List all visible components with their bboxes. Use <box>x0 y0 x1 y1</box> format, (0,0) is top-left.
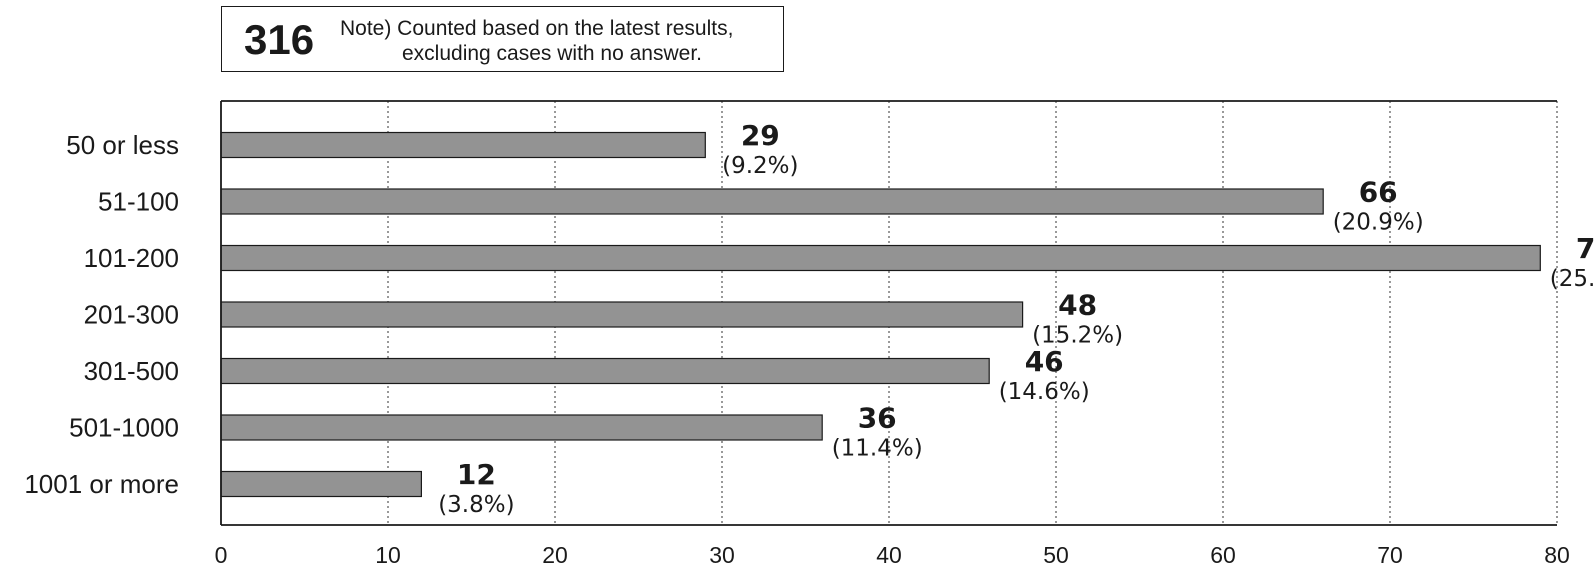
category-label-0: 50 or less <box>66 130 179 160</box>
labels: 0 10 20 30 40 50 60 70 80 50 or less 51-100 101-200… <box>24 119 1594 568</box>
percent-label-1: (20.9%) <box>1333 210 1424 236</box>
x-tick-label-80: 80 <box>1544 542 1570 568</box>
value-label-4: 46 <box>1025 345 1064 378</box>
category-label-5: 501-1000 <box>69 413 179 443</box>
x-tick-label-20: 20 <box>542 542 568 568</box>
percent-label-3: (15.2%) <box>1032 323 1123 349</box>
percent-label-2: (25.0%) <box>1550 266 1594 292</box>
percent-label-0: (9.2%) <box>722 153 798 179</box>
value-label-6: 12 <box>457 458 496 491</box>
x-tick-label-40: 40 <box>876 542 902 568</box>
x-tick-label-70: 70 <box>1377 542 1403 568</box>
value-label-2: 79 <box>1576 232 1594 265</box>
note-box: 316 Note) Counted based on the latest re… <box>221 6 784 72</box>
bar-1 <box>220 188 1324 215</box>
category-label-3: 201-300 <box>84 300 179 330</box>
x-tick-label-50: 50 <box>1043 542 1069 568</box>
bar-5 <box>220 414 823 441</box>
axes <box>220 100 1557 526</box>
value-label-5: 36 <box>858 402 897 435</box>
note-text: Note) Counted based on the latest result… <box>340 16 770 66</box>
total-count: 316 <box>244 16 315 63</box>
category-label-1: 51-100 <box>98 187 179 217</box>
x-tick-label-0: 0 <box>215 542 228 568</box>
x-tick-label-60: 60 <box>1210 542 1236 568</box>
percent-label-5: (11.4%) <box>832 436 923 462</box>
bar-6 <box>220 470 422 498</box>
bar-0 <box>220 131 706 159</box>
note-line-1: Note) Counted based on the latest result… <box>340 17 734 40</box>
x-tick-label-30: 30 <box>709 542 735 568</box>
note-line-2: excluding cases with no answer. <box>402 42 702 65</box>
value-label-0: 29 <box>741 119 780 152</box>
category-label-2: 101-200 <box>84 243 179 273</box>
bars <box>220 131 1541 498</box>
category-label-4: 301-500 <box>84 356 179 386</box>
value-label-3: 48 <box>1058 289 1097 322</box>
bar-2 <box>220 244 1541 272</box>
category-label-6: 1001 or more <box>24 469 179 499</box>
value-label-1: 66 <box>1359 176 1398 209</box>
bar-4 <box>220 357 990 385</box>
percent-label-6: (3.8%) <box>438 492 514 518</box>
percent-label-4: (14.6%) <box>999 379 1090 405</box>
x-tick-label-10: 10 <box>375 542 401 568</box>
bar-3 <box>220 301 1024 328</box>
